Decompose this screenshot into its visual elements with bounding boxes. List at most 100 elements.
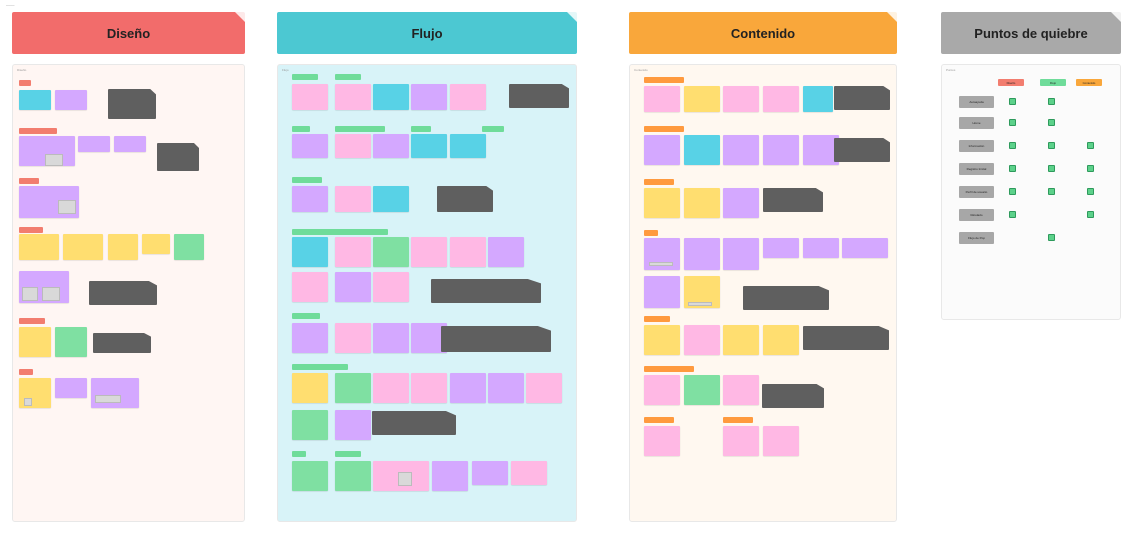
section-tag[interactable] bbox=[644, 366, 694, 372]
sticky-note[interactable] bbox=[450, 237, 486, 267]
section-tag[interactable] bbox=[644, 417, 674, 423]
comment-note[interactable] bbox=[834, 138, 890, 162]
section-tag[interactable] bbox=[292, 126, 310, 132]
breakpoint-row-label[interactable]: Home bbox=[959, 117, 994, 129]
sticky-note[interactable] bbox=[684, 135, 720, 165]
sticky-note[interactable] bbox=[723, 238, 759, 270]
sticky-note[interactable] bbox=[644, 375, 680, 405]
section-tag[interactable] bbox=[335, 74, 361, 80]
check-mark-icon[interactable] bbox=[1009, 188, 1016, 195]
check-mark-icon[interactable] bbox=[1048, 234, 1055, 241]
section-tag[interactable] bbox=[644, 126, 684, 132]
sticky-note[interactable] bbox=[803, 238, 839, 258]
sticky-note[interactable] bbox=[763, 325, 799, 355]
sticky-note[interactable] bbox=[763, 135, 799, 165]
sticky-note[interactable] bbox=[335, 134, 371, 158]
sticky-note[interactable] bbox=[644, 135, 680, 165]
check-mark-icon[interactable] bbox=[1009, 211, 1016, 218]
sticky-note[interactable] bbox=[292, 272, 328, 302]
check-mark-icon[interactable] bbox=[1087, 211, 1094, 218]
sticky-note[interactable] bbox=[292, 461, 328, 491]
breakpoint-row-label[interactable]: Registro Inicial bbox=[959, 163, 994, 175]
comment-note[interactable] bbox=[834, 86, 890, 110]
section-tag[interactable] bbox=[19, 178, 39, 184]
sticky-note[interactable] bbox=[91, 378, 139, 408]
comment-note[interactable] bbox=[803, 326, 889, 350]
sticky-note[interactable] bbox=[142, 234, 170, 254]
section-tag[interactable] bbox=[19, 80, 31, 86]
sticky-note[interactable] bbox=[55, 378, 87, 398]
sticky-note[interactable] bbox=[335, 323, 371, 353]
check-mark-icon[interactable] bbox=[1009, 98, 1016, 105]
sticky-note[interactable] bbox=[511, 461, 547, 485]
sticky-note[interactable] bbox=[292, 373, 328, 403]
comment-note[interactable] bbox=[763, 188, 823, 212]
sticky-note[interactable] bbox=[19, 90, 51, 110]
check-mark-icon[interactable] bbox=[1009, 142, 1016, 149]
section-tag[interactable] bbox=[292, 364, 348, 370]
sticky-note[interactable] bbox=[684, 238, 720, 270]
check-mark-icon[interactable] bbox=[1048, 165, 1055, 172]
sticky-note[interactable] bbox=[55, 327, 87, 357]
section-tag[interactable] bbox=[411, 126, 431, 132]
sticky-note[interactable] bbox=[373, 84, 409, 110]
section-tag[interactable] bbox=[292, 229, 388, 235]
section-tag[interactable] bbox=[482, 126, 504, 132]
sticky-note[interactable] bbox=[19, 327, 51, 357]
sticky-note[interactable] bbox=[373, 134, 409, 158]
comment-note[interactable] bbox=[437, 186, 493, 212]
sticky-note[interactable] bbox=[78, 136, 110, 152]
sticky-note[interactable] bbox=[723, 188, 759, 218]
sticky-note[interactable] bbox=[803, 86, 833, 112]
sticky-note[interactable] bbox=[292, 237, 328, 267]
sticky-note[interactable] bbox=[411, 134, 447, 158]
check-mark-icon[interactable] bbox=[1009, 165, 1016, 172]
sticky-note[interactable] bbox=[335, 373, 371, 403]
comment-note[interactable] bbox=[372, 411, 456, 435]
sticky-note[interactable] bbox=[335, 461, 371, 491]
check-mark-icon[interactable] bbox=[1087, 165, 1094, 172]
check-mark-icon[interactable] bbox=[1048, 142, 1055, 149]
section-tag[interactable] bbox=[292, 451, 306, 457]
section-tag[interactable] bbox=[644, 316, 670, 322]
sticky-note[interactable] bbox=[108, 234, 138, 260]
breakpoint-row-label[interactable]: Información bbox=[959, 140, 994, 152]
sticky-note[interactable] bbox=[335, 272, 371, 302]
comment-note[interactable] bbox=[108, 89, 156, 119]
sticky-note[interactable] bbox=[723, 135, 759, 165]
breakpoint-row-label[interactable]: Rétulado bbox=[959, 209, 994, 221]
sticky-note[interactable] bbox=[526, 373, 562, 403]
sticky-note[interactable] bbox=[488, 237, 524, 267]
sticky-note[interactable] bbox=[644, 426, 680, 456]
comment-note[interactable] bbox=[157, 143, 199, 171]
sticky-note[interactable] bbox=[803, 135, 839, 165]
sticky-note[interactable] bbox=[488, 373, 524, 403]
sticky-note[interactable] bbox=[723, 375, 759, 405]
sticky-note[interactable] bbox=[684, 86, 720, 112]
sticky-note[interactable] bbox=[292, 410, 328, 440]
comment-note[interactable] bbox=[431, 279, 541, 303]
breakpoint-row-label[interactable]: Autoayuda bbox=[959, 96, 994, 108]
sticky-note[interactable] bbox=[114, 136, 146, 152]
section-tag[interactable] bbox=[19, 128, 57, 134]
sticky-note[interactable] bbox=[174, 234, 204, 260]
sticky-note[interactable] bbox=[723, 86, 759, 112]
section-tag[interactable] bbox=[644, 230, 658, 236]
sticky-note[interactable] bbox=[644, 276, 680, 308]
section-tag[interactable] bbox=[19, 227, 43, 233]
comment-note[interactable] bbox=[743, 286, 829, 310]
sticky-note[interactable] bbox=[335, 237, 371, 267]
sticky-note[interactable] bbox=[335, 84, 371, 110]
breakpoint-row-label[interactable]: Perfil de usuario bbox=[959, 186, 994, 198]
sticky-note[interactable] bbox=[763, 426, 799, 456]
section-tag[interactable] bbox=[19, 318, 45, 324]
check-mark-icon[interactable] bbox=[1087, 188, 1094, 195]
section-tag[interactable] bbox=[644, 77, 684, 83]
section-tag[interactable] bbox=[335, 126, 385, 132]
sticky-note[interactable] bbox=[684, 188, 720, 218]
sticky-note[interactable] bbox=[292, 134, 328, 158]
section-tag[interactable] bbox=[19, 369, 33, 375]
sticky-note[interactable] bbox=[411, 373, 447, 403]
check-mark-icon[interactable] bbox=[1048, 98, 1055, 105]
comment-note[interactable] bbox=[509, 84, 569, 108]
